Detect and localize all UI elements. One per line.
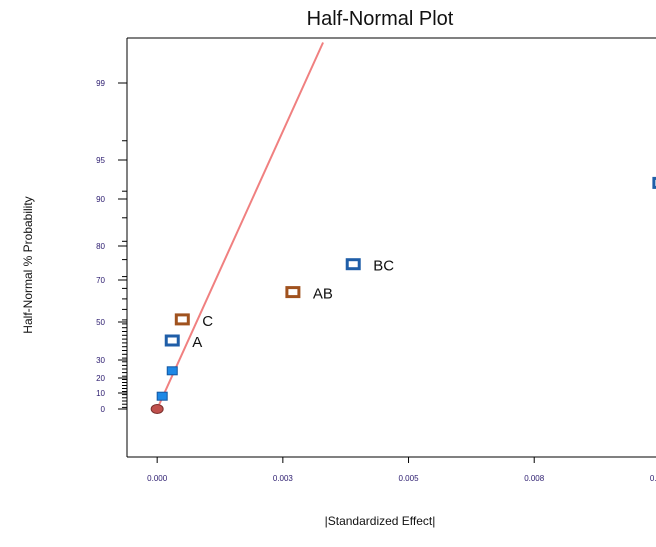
x-tick-label: 0.003 [273,474,294,483]
term-point [164,334,180,347]
y-tick-label: 20 [96,374,105,383]
term-label: BC [373,258,394,275]
x-tick-label: 0.008 [524,474,545,483]
term-point [345,258,361,271]
error-point [166,366,178,376]
x-axis-label: |Standardized Effect| [324,514,436,528]
chart-title: Half-Normal Plot [306,8,454,30]
y-tick-label: 50 [96,318,105,327]
error-point [150,404,164,414]
y-tick-label: 90 [96,195,105,204]
term-label: A [192,334,202,351]
term-point [174,313,190,326]
term-point [652,176,656,189]
y-tick-label: 10 [96,389,105,398]
y-tick-label: 0 [101,405,106,414]
term-label: AB [313,286,333,303]
y-tick-label: 30 [96,356,105,365]
term-label: C [202,313,213,330]
x-tick-label: 0.005 [399,474,420,483]
term-point [285,286,301,299]
x-tick-label: 0.010 [650,474,656,483]
y-tick-label: 70 [96,276,105,285]
reference-line [156,42,324,410]
y-tick-label: 80 [96,242,105,251]
y-tick-label: 99 [96,79,105,88]
y-tick-label: 95 [96,156,105,165]
error-point [156,391,168,401]
x-tick-label: 0.000 [147,474,168,483]
